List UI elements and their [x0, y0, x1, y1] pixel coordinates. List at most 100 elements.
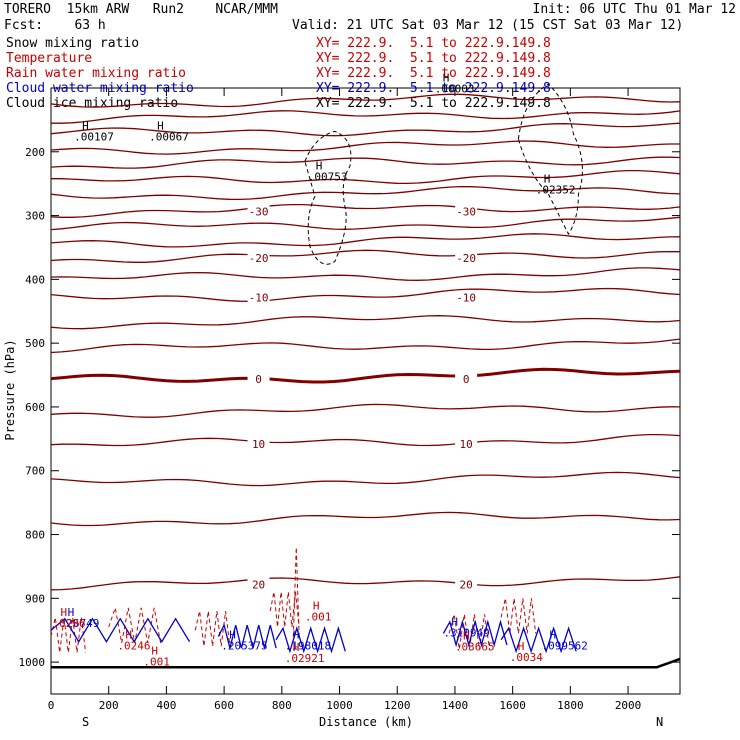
x-axis-title: Distance (km) [319, 715, 413, 729]
maximum-value-label: .0296 [52, 617, 85, 630]
x-tick-label: 1600 [499, 699, 526, 712]
isotherm-line [50, 403, 681, 418]
field-temperature-name: Temperature [6, 51, 93, 66]
maximum-marker: H [443, 71, 450, 84]
maximum-marker: H [544, 172, 551, 185]
maximum-marker: H [229, 628, 236, 641]
isotherm-label-bg [455, 204, 478, 217]
x-tick-label: 1000 [326, 699, 353, 712]
maximum-value-label: .0246 [117, 639, 150, 652]
isotherm-label: -20 [456, 252, 476, 265]
isotherm-label-bg [247, 250, 270, 263]
y-axis-title: Pressure (hPa) [3, 339, 17, 440]
isotherm-label: -30 [249, 205, 269, 218]
maximum-marker: H [125, 628, 132, 641]
maximum-marker: H [68, 606, 75, 619]
cloud-ice-contour [517, 83, 583, 236]
isotherm-line [50, 140, 680, 155]
y-tick-label: 200 [25, 146, 45, 159]
isotherm-line [50, 185, 681, 201]
isotherm-line [50, 203, 681, 218]
maximum-value-label: .310949 [443, 627, 489, 640]
x-tick-label: 1400 [442, 699, 469, 712]
maximum-value-label: .00067 [149, 130, 189, 143]
x-tick-label: 2000 [615, 699, 642, 712]
maximum-marker: H [151, 644, 158, 657]
y-tick-label: 900 [25, 592, 45, 605]
maximum-marker: H [518, 640, 525, 653]
cloud-water-contour [50, 617, 191, 643]
maximum-value-label: .0034 [510, 651, 543, 664]
y-tick-label: 400 [25, 273, 45, 286]
isotherm-label: -10 [456, 292, 476, 305]
isotherm-line [50, 287, 681, 302]
cloud-water-contour [500, 626, 577, 654]
isotherm-line [50, 367, 681, 384]
isotherm-label-bg [247, 577, 270, 590]
isotherm-label-bg [247, 437, 270, 450]
x-tick-label: 600 [214, 699, 234, 712]
maximum-value-label: .198018 [285, 639, 331, 652]
isotherm-line [50, 576, 681, 591]
maximum-marker: H [550, 628, 557, 641]
model-title: TORERO 15km ARW Run2 NCAR/MMM [4, 2, 278, 17]
isotherm-label: 20 [460, 579, 473, 592]
isotherm-label-bg [247, 372, 270, 385]
isotherm-line [50, 249, 681, 263]
rain-water-contour [500, 598, 537, 634]
cloud-ice-contour [304, 130, 352, 265]
isotherm-line [50, 338, 681, 354]
isotherm-label: 0 [463, 373, 470, 386]
rain-water-contour [292, 547, 300, 637]
maximum-value-label: .02352 [536, 183, 576, 196]
rain-water-contour [108, 605, 162, 644]
field-temperature-xy: XY= 222.9. 5.1 to 222.9.149.8 [316, 51, 551, 66]
x-tick-label: 1800 [557, 699, 584, 712]
maximum-value-label: .001 [305, 611, 332, 624]
isotherm-line [50, 93, 681, 108]
maximum-marker: H [313, 600, 320, 613]
isotherm-label: -10 [249, 292, 269, 305]
rain-water-contour [269, 591, 300, 628]
y-tick-label: 500 [25, 337, 45, 350]
isotherm-line [51, 169, 681, 185]
isotherm-label-bg [455, 437, 478, 450]
valid-time: Valid: 21 UTC Sat 03 Mar 12 (15 CST Sat … [292, 18, 684, 33]
maximum-value-label: .03665 [455, 641, 495, 654]
isotherm-line [50, 511, 681, 527]
isotherm-label-bg [455, 372, 478, 385]
maximum-marker: H [293, 628, 300, 641]
maximum-marker: H [157, 119, 164, 132]
maximum-value-label: .00003 [435, 82, 475, 95]
field-snow-name: Snow mixing ratio [6, 36, 140, 51]
maximum-value-label: .099562 [542, 639, 588, 652]
isotherm-label: -30 [456, 205, 476, 218]
terrain-line [51, 657, 681, 669]
maximum-value-label: .26749 [60, 617, 100, 630]
cloud-water-contour [275, 626, 346, 654]
cloud-water-contour [442, 619, 508, 648]
isotherm-label: -20 [249, 252, 269, 265]
south-end-label: S [82, 715, 89, 729]
isotherm-label-bg [455, 250, 478, 263]
y-tick-label: 600 [25, 401, 45, 414]
north-end-label: N [656, 715, 663, 729]
rain-water-contour [448, 614, 491, 650]
field-snow-xy: XY= 222.9. 5.1 to 222.9.149.8 [316, 36, 551, 51]
y-tick-label: 800 [25, 529, 45, 542]
x-tick-label: 1200 [384, 699, 411, 712]
maximum-marker: H [451, 616, 458, 629]
rain-water-contour [194, 610, 231, 647]
maximum-value-label: .02921 [285, 652, 325, 665]
x-tick-label: 800 [272, 699, 292, 712]
maximum-value-label: .205375 [221, 639, 267, 652]
isotherm-label: 0 [255, 373, 262, 386]
x-tick-label: 0 [48, 699, 55, 712]
isotherm-line [51, 110, 681, 124]
plot-frame [50, 87, 681, 695]
x-tick-label: 200 [99, 699, 119, 712]
maximum-marker: H [463, 630, 470, 643]
isotherm-label: 20 [252, 579, 265, 592]
isotherm-line [50, 122, 681, 137]
